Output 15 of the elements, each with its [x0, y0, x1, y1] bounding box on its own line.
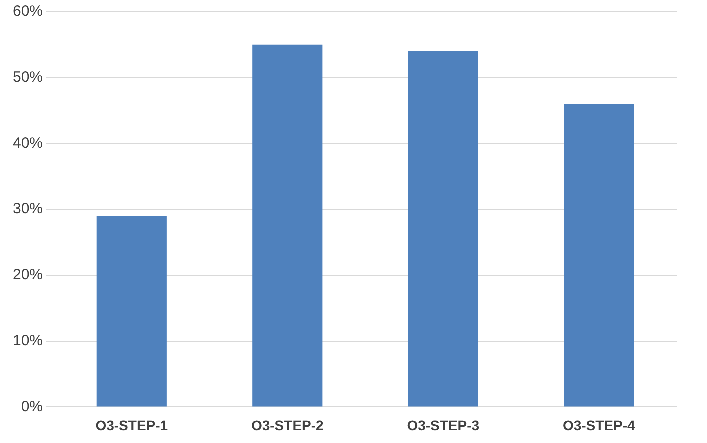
bar — [252, 44, 323, 407]
y-tick-label: 20% — [12, 266, 44, 284]
x-tick-label: O3-STEP-4 — [562, 417, 636, 434]
x-tick-label: O3-STEP-2 — [251, 417, 324, 434]
y-tick-label: 30% — [12, 200, 44, 218]
x-tick-label: O3-STEP-3 — [407, 417, 480, 434]
bar — [564, 104, 634, 407]
y-tick-label: 60% — [12, 3, 44, 20]
bar — [96, 216, 167, 407]
y-tick-label: 40% — [12, 134, 44, 152]
y-tick-label: 50% — [12, 69, 44, 86]
bar — [408, 52, 478, 407]
y-tick-label: 0% — [21, 398, 44, 416]
x-tick-label: O3-STEP-1 — [96, 417, 168, 434]
y-tick-label: 10% — [12, 332, 44, 350]
